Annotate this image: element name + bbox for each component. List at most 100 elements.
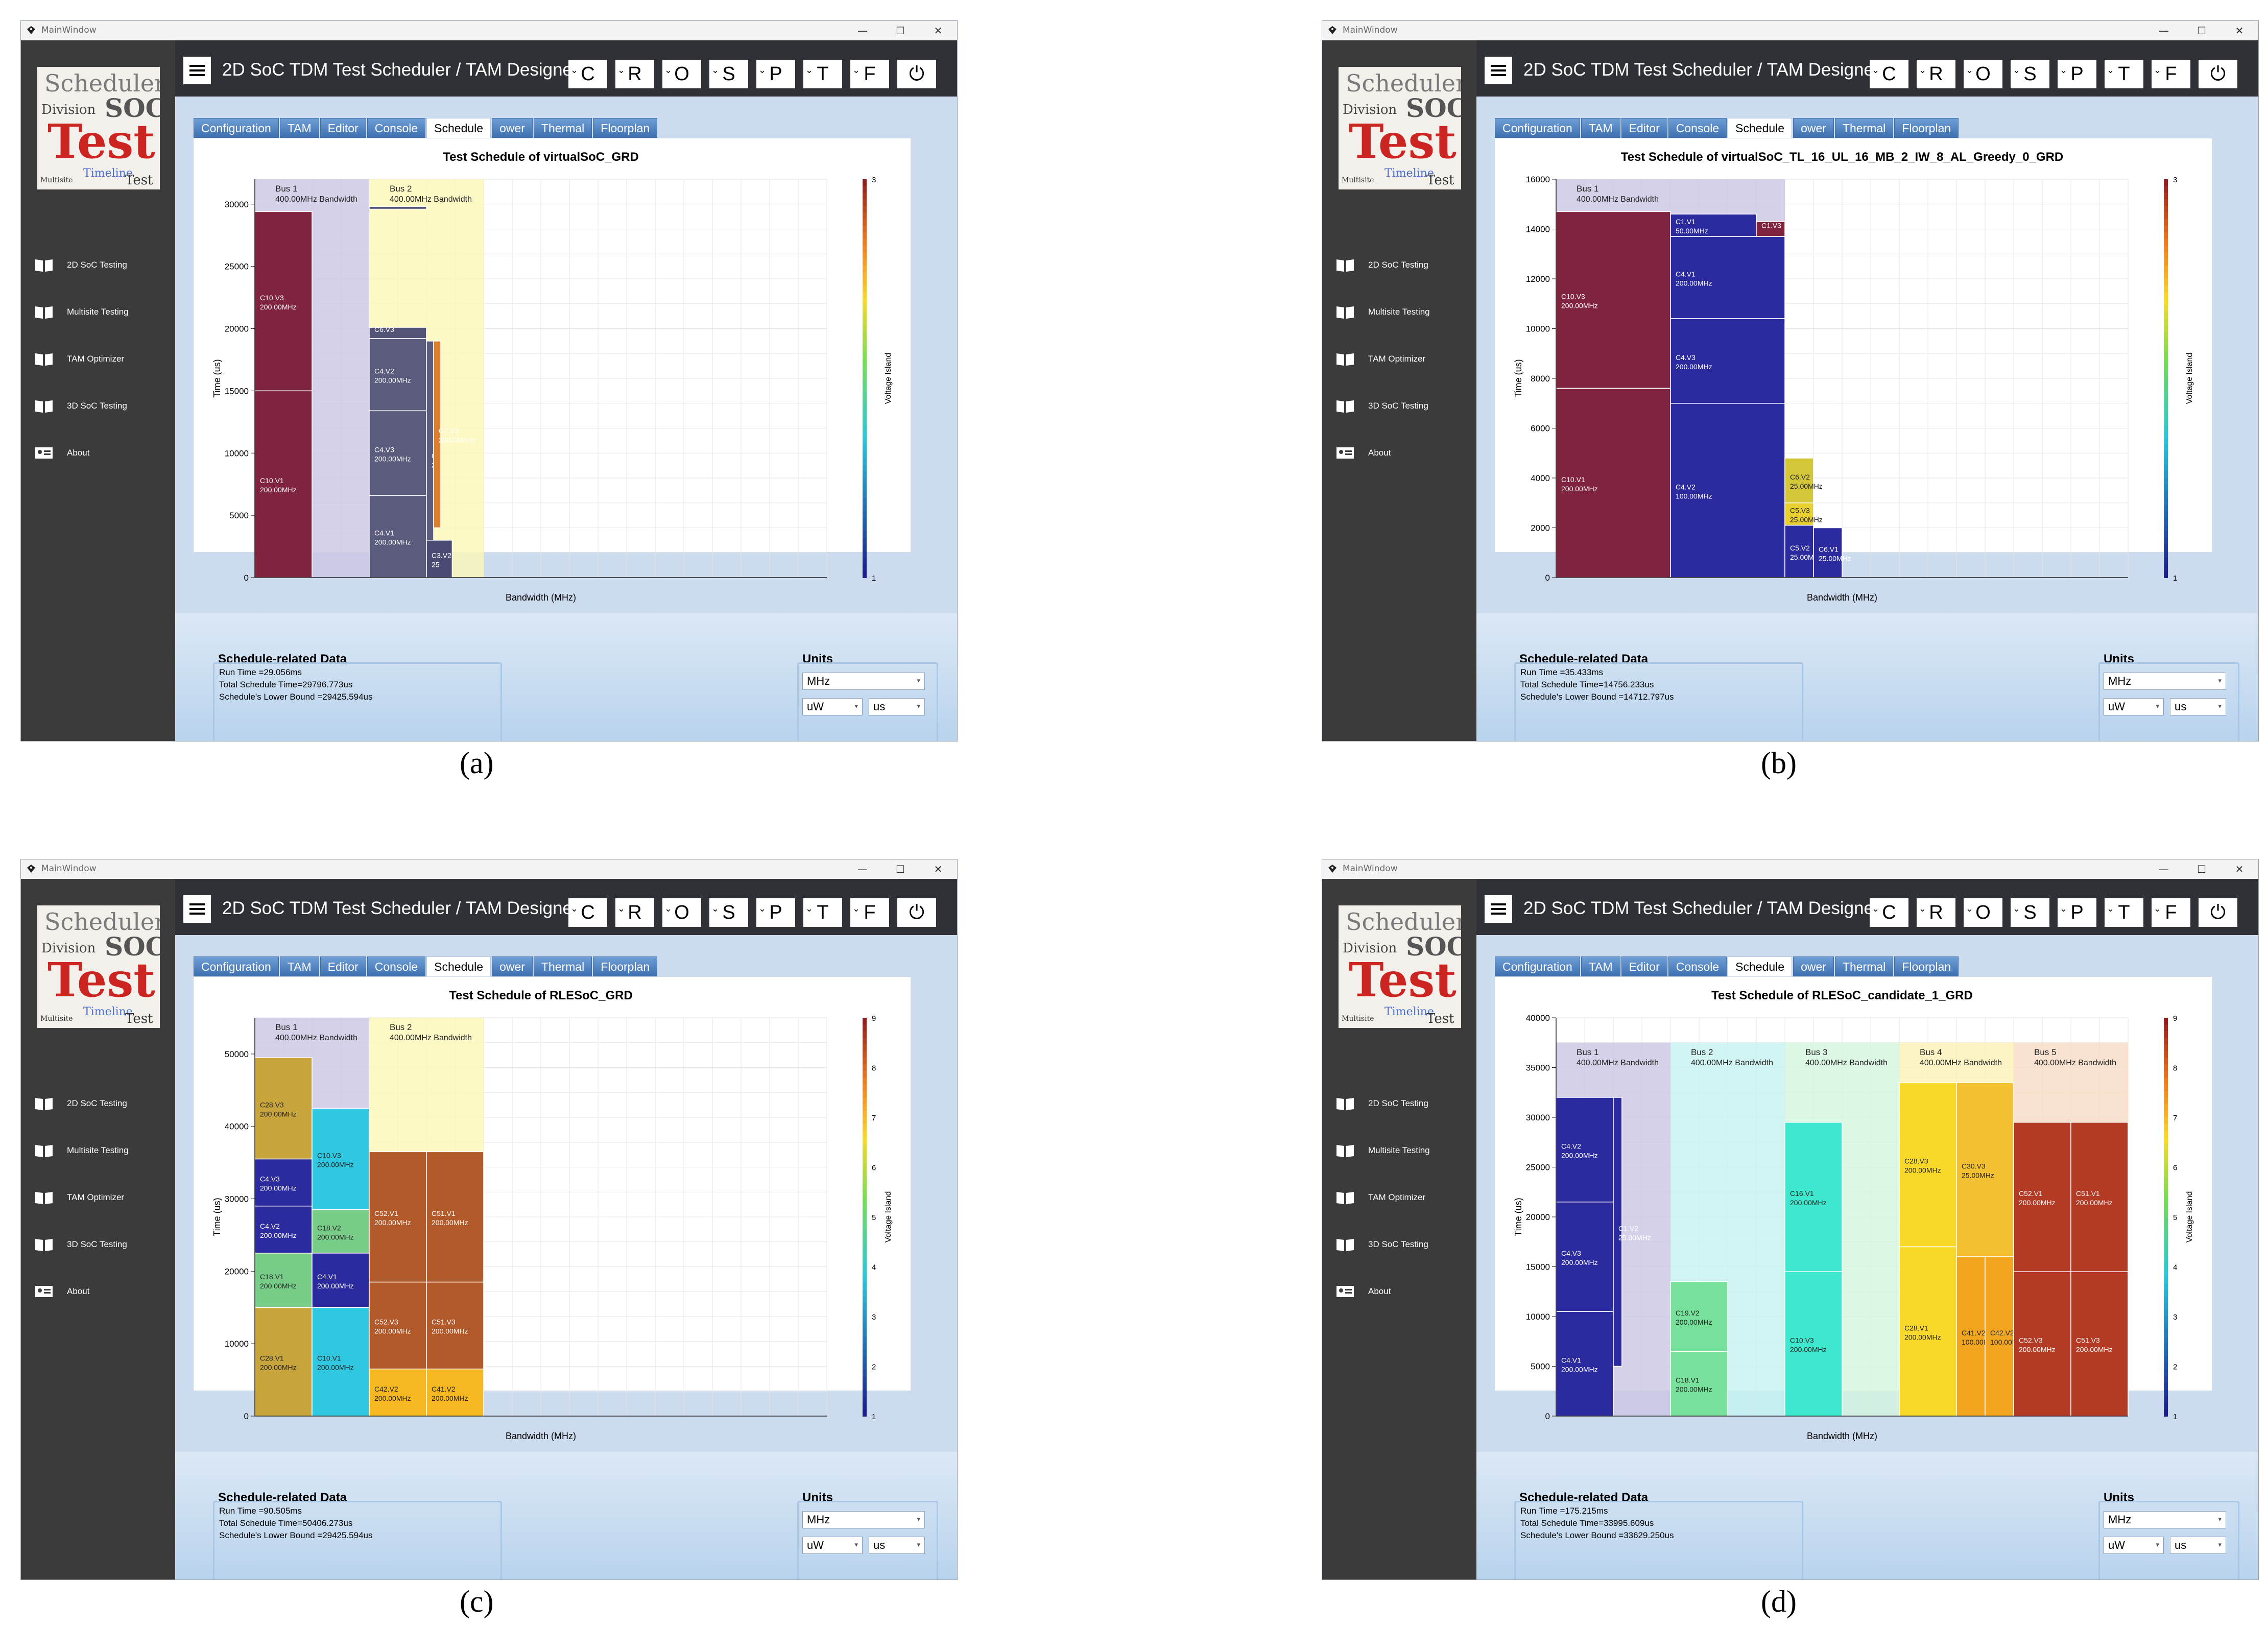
toolbar-button-p[interactable]: ⌄ P <box>2058 898 2096 927</box>
power-toggle-button[interactable]: ⏻ <box>2199 898 2237 927</box>
power-toggle-button[interactable]: ⏻ <box>897 60 936 88</box>
tab-editor[interactable]: Editor <box>1621 956 1667 976</box>
sidebar-item-2d-soc-testing[interactable]: 2D SoC Testing <box>1322 249 1476 281</box>
sidebar-item-about[interactable]: About <box>21 437 175 469</box>
tab-thermal[interactable]: Thermal <box>1834 118 1894 138</box>
sidebar-item-tam-optimizer[interactable]: TAM Optimizer <box>1322 1181 1476 1214</box>
toolbar-button-c[interactable]: ⌄ C <box>568 60 607 88</box>
tab-floorplan[interactable]: Floorplan <box>1894 118 1959 138</box>
power-unit-select[interactable]: uW ▾ <box>802 698 863 715</box>
time-unit-select[interactable]: us ▾ <box>869 698 925 715</box>
toolbar-button-p[interactable]: ⌄ P <box>756 60 795 88</box>
toolbar-button-p[interactable]: ⌄ P <box>756 898 795 927</box>
tab-configuration[interactable]: Configuration <box>194 956 279 976</box>
power-unit-select[interactable]: uW ▾ <box>802 1537 863 1554</box>
frequency-unit-select[interactable]: MHz ▾ <box>802 1511 925 1528</box>
maximize-button[interactable]: ☐ <box>896 25 905 37</box>
toolbar-button-s[interactable]: ⌄ S <box>2011 898 2049 927</box>
toolbar-button-c[interactable]: ⌄ C <box>1870 898 1908 927</box>
sidebar-item-2d-soc-testing[interactable]: 2D SoC Testing <box>21 1087 175 1120</box>
tab-power[interactable]: ower <box>492 956 533 976</box>
toolbar-button-p[interactable]: ⌄ P <box>2058 60 2096 88</box>
tab-floorplan[interactable]: Floorplan <box>1894 956 1959 976</box>
time-unit-select[interactable]: us ▾ <box>2170 1537 2226 1554</box>
tab-console[interactable]: Console <box>1668 956 1727 976</box>
tab-power[interactable]: ower <box>1793 956 1834 976</box>
toolbar-button-f[interactable]: ⌄ F <box>850 60 889 88</box>
toolbar-button-o[interactable]: ⌄ O <box>1964 60 2002 88</box>
sidebar-item-2d-soc-testing[interactable]: 2D SoC Testing <box>1322 1087 1476 1120</box>
minimize-button[interactable]: — <box>2159 863 2169 875</box>
sidebar-item-tam-optimizer[interactable]: TAM Optimizer <box>21 1181 175 1214</box>
sidebar-item-2d-soc-testing[interactable]: 2D SoC Testing <box>21 249 175 281</box>
tab-console[interactable]: Console <box>367 118 426 138</box>
toolbar-button-f[interactable]: ⌄ F <box>2152 898 2190 927</box>
sidebar-item-multisite-testing[interactable]: Multisite Testing <box>21 1134 175 1167</box>
tab-configuration[interactable]: Configuration <box>1495 956 1580 976</box>
tab-editor[interactable]: Editor <box>1621 118 1667 138</box>
frequency-unit-select[interactable]: MHz ▾ <box>2104 1511 2226 1528</box>
close-button[interactable]: ✕ <box>934 25 943 37</box>
maximize-button[interactable]: ☐ <box>2197 863 2206 875</box>
tab-thermal[interactable]: Thermal <box>533 118 592 138</box>
toolbar-button-o[interactable]: ⌄ O <box>662 898 701 927</box>
tab-editor[interactable]: Editor <box>320 956 366 976</box>
maximize-button[interactable]: ☐ <box>896 863 905 875</box>
tab-floorplan[interactable]: Floorplan <box>593 956 658 976</box>
hamburger-menu-button[interactable] <box>1485 895 1512 923</box>
toolbar-button-c[interactable]: ⌄ C <box>568 898 607 927</box>
sidebar-item-multisite-testing[interactable]: Multisite Testing <box>1322 296 1476 328</box>
close-button[interactable]: ✕ <box>2235 25 2244 37</box>
toolbar-button-s[interactable]: ⌄ S <box>709 898 748 927</box>
tab-configuration[interactable]: Configuration <box>1495 118 1580 138</box>
power-toggle-button[interactable]: ⏻ <box>897 898 936 927</box>
tab-power[interactable]: ower <box>1793 118 1834 138</box>
close-button[interactable]: ✕ <box>2235 863 2244 875</box>
power-toggle-button[interactable]: ⏻ <box>2199 60 2237 88</box>
power-unit-select[interactable]: uW ▾ <box>2104 1537 2164 1554</box>
tab-tam[interactable]: TAM <box>1581 956 1620 976</box>
toolbar-button-r[interactable]: ⌄ R <box>615 898 654 927</box>
toolbar-button-f[interactable]: ⌄ F <box>2152 60 2190 88</box>
toolbar-button-c[interactable]: ⌄ C <box>1870 60 1908 88</box>
tab-editor[interactable]: Editor <box>320 118 366 138</box>
toolbar-button-s[interactable]: ⌄ S <box>709 60 748 88</box>
tab-thermal[interactable]: Thermal <box>533 956 592 976</box>
sidebar-item-3d-soc-testing[interactable]: 3D SoC Testing <box>21 1228 175 1261</box>
sidebar-item-3d-soc-testing[interactable]: 3D SoC Testing <box>1322 390 1476 422</box>
maximize-button[interactable]: ☐ <box>2197 25 2206 37</box>
minimize-button[interactable]: — <box>2159 25 2169 37</box>
toolbar-button-r[interactable]: ⌄ R <box>615 60 654 88</box>
sidebar-item-about[interactable]: About <box>1322 437 1476 469</box>
toolbar-button-o[interactable]: ⌄ O <box>662 60 701 88</box>
toolbar-button-t[interactable]: ⌄ T <box>803 60 842 88</box>
tab-tam[interactable]: TAM <box>279 118 319 138</box>
frequency-unit-select[interactable]: MHz ▾ <box>802 673 925 690</box>
sidebar-item-tam-optimizer[interactable]: TAM Optimizer <box>21 343 175 375</box>
sidebar-item-about[interactable]: About <box>21 1275 175 1308</box>
tab-tam[interactable]: TAM <box>279 956 319 976</box>
sidebar-item-3d-soc-testing[interactable]: 3D SoC Testing <box>21 390 175 422</box>
toolbar-button-r[interactable]: ⌄ R <box>1917 60 1955 88</box>
sidebar-item-about[interactable]: About <box>1322 1275 1476 1308</box>
tab-tam[interactable]: TAM <box>1581 118 1620 138</box>
tab-thermal[interactable]: Thermal <box>1834 956 1894 976</box>
toolbar-button-s[interactable]: ⌄ S <box>2011 60 2049 88</box>
time-unit-select[interactable]: us ▾ <box>2170 698 2226 715</box>
toolbar-button-t[interactable]: ⌄ T <box>2105 60 2143 88</box>
tab-configuration[interactable]: Configuration <box>194 118 279 138</box>
sidebar-item-multisite-testing[interactable]: Multisite Testing <box>21 296 175 328</box>
sidebar-item-tam-optimizer[interactable]: TAM Optimizer <box>1322 343 1476 375</box>
frequency-unit-select[interactable]: MHz ▾ <box>2104 673 2226 690</box>
minimize-button[interactable]: — <box>857 25 868 37</box>
tab-console[interactable]: Console <box>1668 118 1727 138</box>
toolbar-button-t[interactable]: ⌄ T <box>803 898 842 927</box>
hamburger-menu-button[interactable] <box>183 895 211 923</box>
sidebar-item-3d-soc-testing[interactable]: 3D SoC Testing <box>1322 1228 1476 1261</box>
sidebar-item-multisite-testing[interactable]: Multisite Testing <box>1322 1134 1476 1167</box>
tab-power[interactable]: ower <box>492 118 533 138</box>
toolbar-button-r[interactable]: ⌄ R <box>1917 898 1955 927</box>
toolbar-button-f[interactable]: ⌄ F <box>850 898 889 927</box>
tab-schedule[interactable]: Schedule <box>1728 956 1793 976</box>
tab-schedule[interactable]: Schedule <box>426 118 491 138</box>
